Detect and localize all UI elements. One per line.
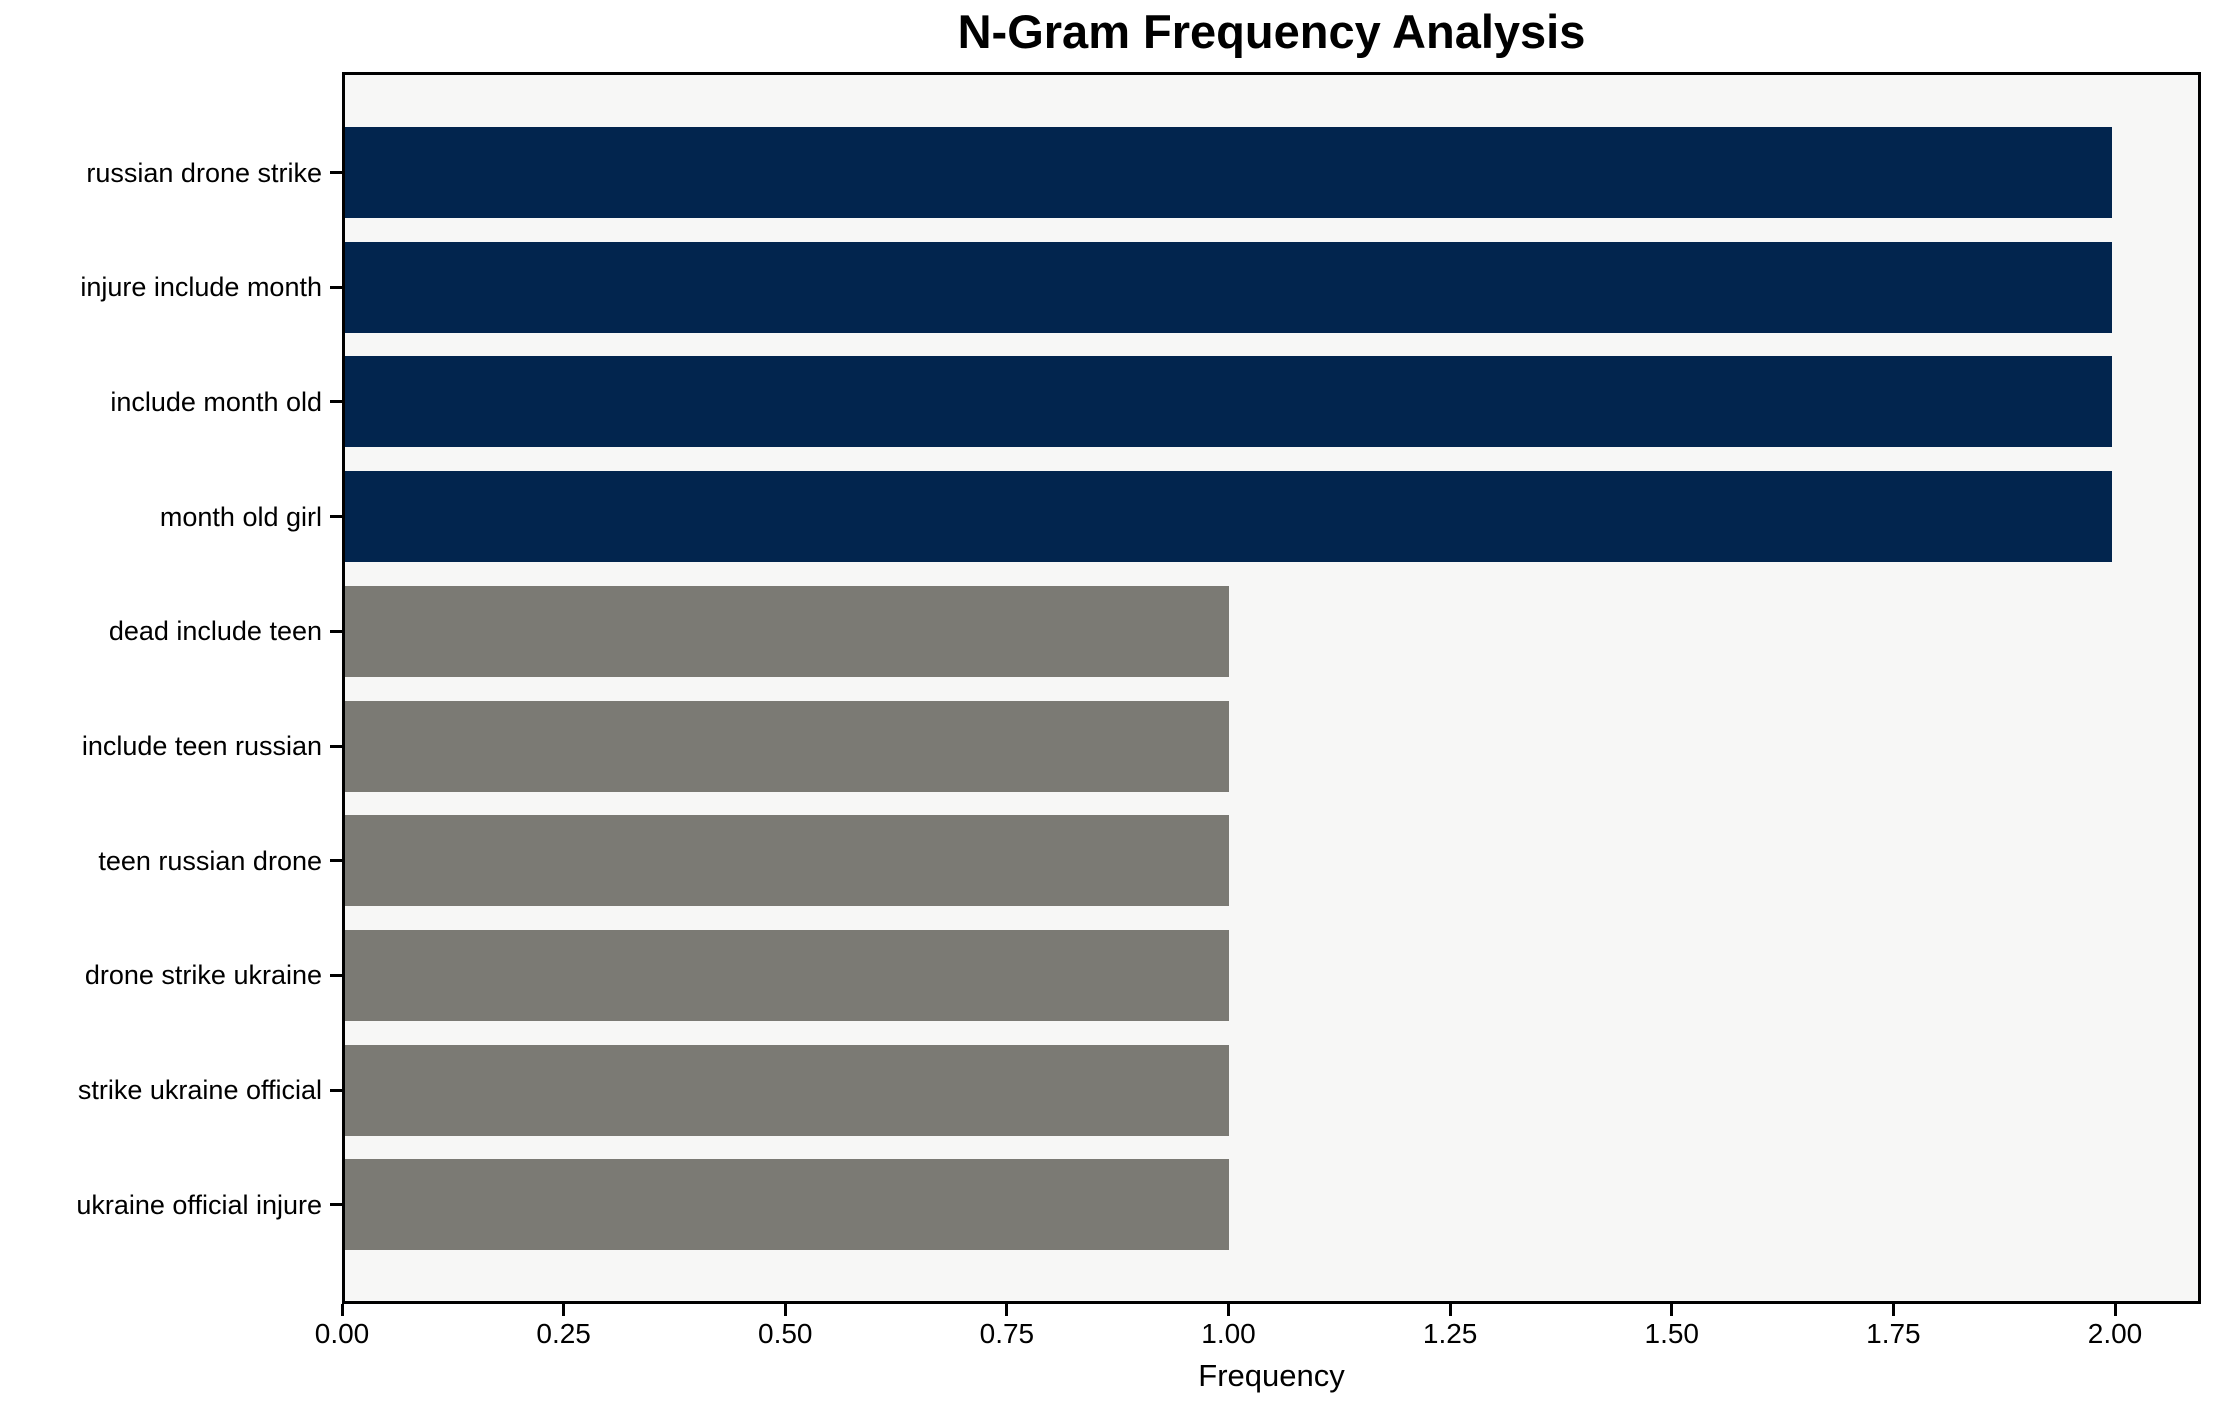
- y-axis-category-label: russian drone strike: [86, 157, 322, 188]
- bar: [345, 471, 2113, 563]
- bar: [345, 700, 1229, 792]
- y-axis-category-label: drone strike ukraine: [84, 960, 322, 991]
- y-tick: [330, 973, 342, 977]
- y-axis-category-label: teen russian drone: [98, 845, 322, 876]
- x-tick-label: 0.25: [536, 1318, 591, 1349]
- bar: [345, 127, 2113, 218]
- x-tick: [340, 1304, 344, 1316]
- x-tick: [2113, 1304, 2117, 1316]
- y-tick: [330, 859, 342, 863]
- x-tick-label: 0.00: [314, 1318, 370, 1349]
- x-tick-label: 1.00: [1201, 1318, 1256, 1349]
- x-tick-label: 0.50: [758, 1318, 813, 1349]
- chart-title: N-Gram Frequency Analysis: [957, 5, 1586, 58]
- y-tick: [330, 1203, 342, 1207]
- x-tick: [1891, 1304, 1895, 1316]
- x-tick-label: 1.50: [1644, 1318, 1700, 1349]
- y-tick: [330, 400, 342, 404]
- bar: [345, 1044, 1229, 1136]
- y-tick: [330, 515, 342, 519]
- x-tick-label: 1.75: [1866, 1318, 1921, 1349]
- y-axis-category-label: dead include teen: [108, 616, 322, 647]
- plot-area: [342, 72, 2201, 1304]
- y-tick: [330, 171, 342, 174]
- x-tick-label: 2.00: [2087, 1318, 2143, 1349]
- y-axis-category-label: strike ukraine official: [77, 1075, 322, 1106]
- bar: [345, 585, 1229, 677]
- x-tick: [562, 1304, 566, 1316]
- y-axis-category-label: include teen russian: [81, 731, 322, 761]
- x-tick: [1448, 1304, 1452, 1316]
- y-axis-category-label: include month old: [110, 386, 322, 417]
- y-tick: [330, 629, 342, 633]
- bar: [345, 356, 2113, 448]
- x-tick: [1005, 1304, 1009, 1316]
- y-axis-category-label: ukraine official injure: [76, 1189, 322, 1220]
- y-axis-category-label: month old girl: [159, 501, 322, 532]
- x-tick: [1227, 1304, 1230, 1316]
- x-tick: [1670, 1304, 1674, 1316]
- x-tick: [783, 1304, 787, 1316]
- y-tick: [330, 1088, 342, 1092]
- bar: [345, 929, 1229, 1021]
- bar: [345, 1159, 1229, 1251]
- x-axis-label: Frequency: [1198, 1358, 1345, 1393]
- x-tick-label: 0.75: [979, 1318, 1035, 1349]
- y-tick: [330, 285, 342, 289]
- y-axis-category-label: injure include month: [80, 272, 322, 303]
- bar: [345, 815, 1229, 907]
- bar: [345, 241, 2113, 333]
- x-tick-label: 1.25: [1422, 1318, 1478, 1349]
- y-tick: [330, 744, 342, 748]
